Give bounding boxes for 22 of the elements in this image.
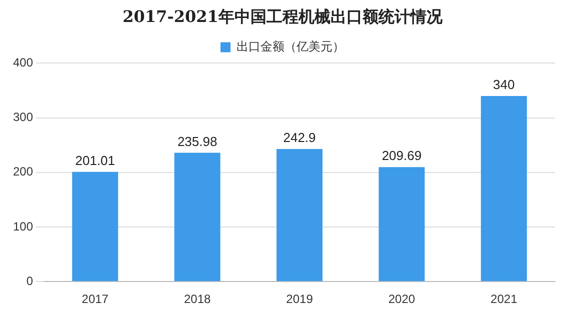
bar bbox=[174, 152, 220, 282]
bar bbox=[276, 148, 323, 282]
data-label: 201.01 bbox=[75, 152, 115, 168]
x-tick-label: 2018 bbox=[184, 292, 211, 306]
y-tick-label: 200 bbox=[12, 164, 34, 179]
y-tick-label: 400 bbox=[12, 56, 34, 70]
bar bbox=[72, 172, 118, 282]
data-label: 235.98 bbox=[177, 134, 218, 149]
y-tick-label: 100 bbox=[12, 219, 34, 234]
x-tick-label: 2017 bbox=[82, 292, 109, 306]
bar bbox=[378, 167, 425, 282]
y-tick-label: 300 bbox=[12, 110, 34, 124]
data-label: 340 bbox=[493, 77, 515, 92]
chart-title: 2017-2021年中国工程机械出口额统计情况 bbox=[122, 6, 444, 26]
x-tick-label: 2019 bbox=[286, 292, 314, 306]
data-label: 242.9 bbox=[283, 130, 316, 146]
data-label: 209.69 bbox=[382, 148, 422, 164]
x-tick-label: 2020 bbox=[388, 292, 416, 306]
x-tick-label: 2021 bbox=[490, 292, 518, 306]
legend-label: 出口金额（亿美元） bbox=[236, 39, 344, 54]
bar bbox=[480, 96, 527, 282]
y-tick-label: 0 bbox=[26, 274, 34, 288]
